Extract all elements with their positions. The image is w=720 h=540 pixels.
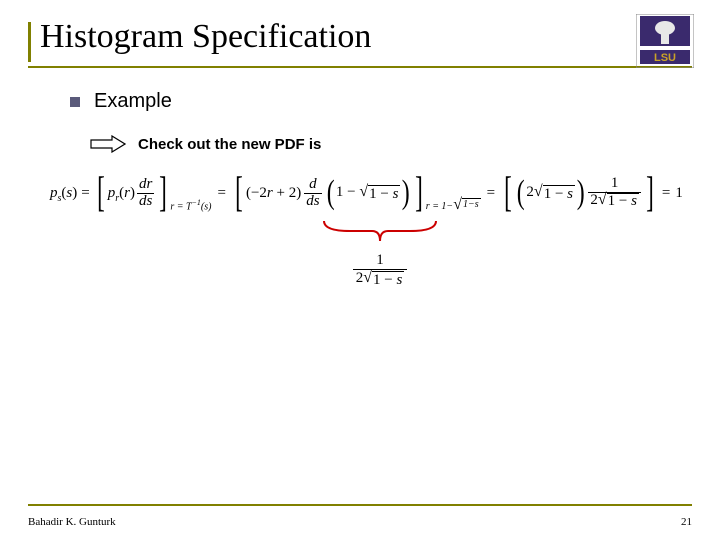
bullet-text: Example <box>94 90 172 113</box>
equation-result: 1 <box>675 185 683 202</box>
factor1: 2√1 − s <box>526 184 575 203</box>
footer-line <box>28 504 692 506</box>
bullet-row: Example <box>70 90 692 113</box>
eval-sub-2: r = 1−√1−s <box>426 198 481 212</box>
arrow-row: Check out the new PDF is <box>90 135 692 153</box>
arrow-text: Check out the new PDF is <box>138 136 321 153</box>
footer: Bahadir K. Gunturk 21 <box>28 516 692 528</box>
brace-fraction: 1 2√1 − s <box>353 252 408 289</box>
curly-brace-icon <box>320 219 440 245</box>
inner-expr: 1 − √1 − s <box>336 184 401 203</box>
equation-line: ps (s) = [ pr (r) dr ds ] r = T−1(s) = [… <box>50 173 683 213</box>
eval-sub-1: r = T−1(s) <box>170 198 211 212</box>
poly-term: (−2r + 2) <box>246 185 301 202</box>
slide-title: Histogram Specification <box>34 18 692 56</box>
title-row: Histogram Specification <box>28 18 692 56</box>
footer-page: 21 <box>681 516 692 528</box>
title-underline <box>28 66 692 68</box>
equation-area: ps (s) = [ pr (r) dr ds ] r = T−1(s) = [… <box>50 173 692 353</box>
term3-den: 2√1 − s <box>588 192 641 210</box>
brace-annotation: 1 2√1 − s <box>320 219 440 289</box>
bullet-icon <box>70 97 80 107</box>
hollow-arrow-icon <box>90 135 126 153</box>
title-accent <box>28 22 31 62</box>
footer-author: Bahadir K. Gunturk <box>28 516 116 528</box>
